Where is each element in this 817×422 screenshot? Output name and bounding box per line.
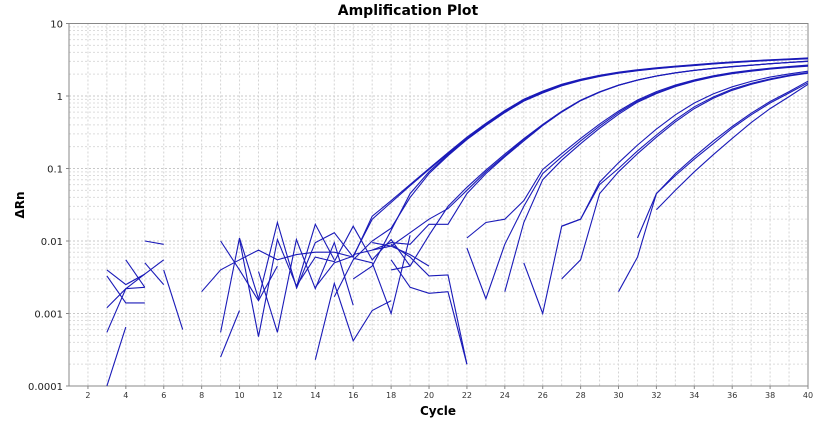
x-tick-label: 40 [803, 391, 813, 400]
amplification-curve-16 [656, 83, 809, 211]
amplification-curve-23 [144, 240, 164, 245]
y-tick-label: 10 [50, 20, 63, 31]
amplification-curve-14 [618, 80, 809, 292]
y-tick-label: 0.1 [47, 165, 63, 176]
amplification-curve-12 [561, 72, 809, 280]
amplification-curve-13 [561, 72, 809, 227]
x-tick-label: 18 [386, 391, 396, 400]
amplification-curve-19 [106, 259, 165, 333]
amplification-curve-29 [220, 310, 241, 358]
amplification-curve-32 [314, 281, 392, 360]
amplification-curve-30 [257, 237, 354, 333]
x-tick-label: 34 [689, 391, 699, 400]
amplification-curve-25 [163, 269, 184, 330]
x-tick-label: 10 [234, 391, 244, 400]
x-tick-label: 8 [199, 391, 204, 400]
grid [68, 23, 809, 387]
x-tick-label: 38 [765, 391, 775, 400]
x-tick-label: 24 [500, 391, 510, 400]
amplification-curve-26 [201, 249, 354, 293]
amplification-curve-7 [353, 60, 809, 256]
amplification-curve-4 [333, 58, 809, 298]
x-tick-label: 2 [85, 391, 90, 400]
amplification-curve-35 [390, 259, 468, 365]
amplification-curve-34 [372, 242, 430, 267]
x-tick-label: 32 [651, 391, 661, 400]
x-tick-label: 26 [538, 391, 548, 400]
y-tick-label: 1 [57, 92, 63, 103]
x-tick-label: 30 [613, 391, 623, 400]
y-tick-labels: 0.0001 0.001 0.01 0.1 1 10 [28, 20, 69, 393]
plot-frame [68, 23, 809, 387]
x-tick-label: 28 [576, 391, 586, 400]
amplification-curve-36 [390, 243, 468, 365]
x-tick-label: 4 [123, 391, 128, 400]
amplification-curve-24 [144, 262, 165, 285]
x-tick-label: 14 [310, 391, 320, 400]
y-axis-label: ΔRn [13, 191, 27, 218]
x-tick-labels: 2 4 6 8 10 12 14 16 18 20 22 24 26 28 30 32 34 36 38 40 [85, 386, 813, 400]
x-axis-label: Cycle [420, 404, 456, 418]
amplification-curve-10 [504, 65, 809, 292]
x-tick-label: 22 [462, 391, 472, 400]
x-tick-label: 6 [161, 391, 166, 400]
amplification-curve-22 [125, 259, 146, 288]
y-tick-label: 0.01 [41, 237, 63, 248]
amplification-curve-28 [220, 220, 335, 333]
y-tick-label: 0.001 [34, 310, 63, 321]
y-tick-label: 0.0001 [28, 382, 63, 393]
chart-title: Amplification Plot [338, 3, 479, 19]
x-tick-label: 12 [272, 391, 282, 400]
amplification-curve-15 [636, 82, 809, 239]
amplification-curve-21 [106, 275, 145, 304]
x-tick-label: 36 [727, 391, 737, 400]
series-group [106, 57, 809, 387]
amplification-curve-20 [106, 326, 127, 387]
amplification-curve-31 [238, 225, 411, 337]
x-tick-label: 16 [348, 391, 358, 400]
amplification-curve-2 [295, 57, 809, 289]
x-tick-label: 20 [424, 391, 434, 400]
